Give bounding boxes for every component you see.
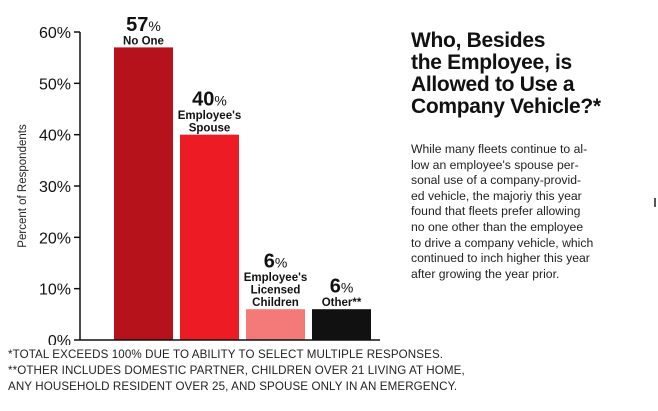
description-line: to drive a company vehicle, which — [411, 235, 594, 250]
category-label: Employee's — [178, 110, 241, 122]
category-label: Other** — [322, 297, 362, 309]
footnote: **OTHER INCLUDES DOMESTIC PARTNER, CHILD… — [8, 364, 465, 378]
bar-chart: 0% 10% 20% 30% 40% 50% 60% Percent of Responden… — [17, 14, 380, 345]
footnote: ANY HOUSEHOLD RESIDENT OVER 25, AND SPOU… — [8, 380, 458, 394]
title-line: Company Vehicle?* — [411, 95, 601, 118]
description-line: sonal use of a company-provid- — [411, 173, 582, 188]
y-tick-label: 10% — [39, 282, 71, 299]
chart-title: Who, Besides the Employee, is Allowed to… — [411, 30, 651, 118]
title-line: Who, Besides — [411, 29, 546, 52]
category-label: Children — [252, 297, 299, 309]
y-tick-label: 40% — [39, 128, 71, 145]
data-label: 6% — [330, 276, 354, 298]
y-tick-label: 20% — [39, 230, 71, 247]
category-label: Licensed — [251, 285, 301, 297]
description-line: While many fleets continue to al- — [411, 142, 588, 156]
edge-mark — [654, 198, 656, 207]
description-line: ed vehicle, the majoriy this year — [411, 188, 582, 203]
category-label: Spouse — [189, 123, 231, 135]
footnote: *TOTAL EXCEEDS 100% DUE TO ABILITY TO SE… — [8, 348, 444, 361]
bar — [114, 47, 173, 341]
y-tick-label: 30% — [39, 179, 71, 196]
category-label: Employee's — [244, 272, 307, 284]
data-label: 57% — [126, 14, 161, 36]
description-line: continued to inch higher this year — [411, 251, 590, 266]
bar — [246, 309, 305, 340]
bar — [312, 309, 371, 340]
y-axis-title: Percent of Respondents — [17, 124, 29, 248]
y-tick-label: 0% — [48, 333, 71, 345]
y-tick-label: 50% — [39, 76, 71, 93]
title-line: the Employee, is — [411, 51, 572, 74]
description-line: no one other than the employee — [411, 219, 584, 234]
chart-description: While many fleets continue to al- low an… — [411, 142, 596, 282]
description-line: low an employee's spouse per- — [411, 157, 579, 172]
footnotes: *TOTAL EXCEEDS 100% DUE TO ABILITY TO SE… — [8, 347, 648, 396]
y-tick-label: 60% — [39, 25, 71, 42]
data-label: 6% — [264, 251, 288, 273]
category-label: No One — [123, 35, 164, 47]
description-line: after growing the year prior. — [411, 266, 560, 281]
description-line: found that fleets prefer allowing — [411, 204, 581, 219]
data-label: 40% — [192, 89, 227, 111]
title-line: Allowed to Use a — [411, 73, 575, 96]
bar — [180, 134, 239, 340]
